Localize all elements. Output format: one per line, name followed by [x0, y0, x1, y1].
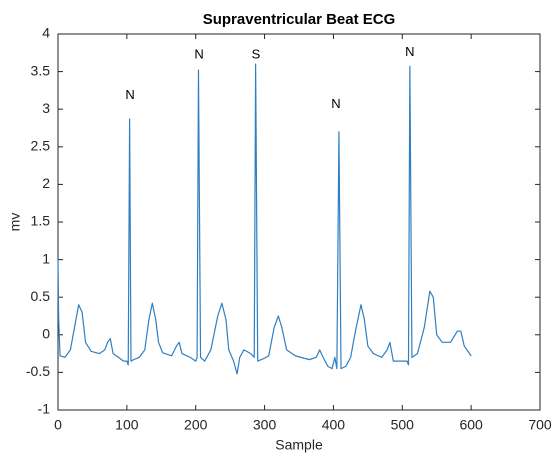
annotation: N: [194, 46, 203, 61]
y-axis-label: mv: [7, 213, 23, 232]
x-tick-label: 100: [115, 417, 139, 433]
y-tick-label: 2.5: [31, 138, 51, 154]
y-tick-label: -1: [38, 401, 51, 417]
x-tick-label: 400: [322, 417, 346, 433]
x-tick-label: 500: [391, 417, 415, 433]
x-axis-label: Sample: [275, 437, 323, 453]
y-tick-label: 1.5: [31, 213, 51, 229]
ecg-line: [57, 63, 472, 375]
y-tick-label: 3: [42, 100, 50, 116]
y-tick-label: -0.5: [26, 363, 50, 379]
x-tick-label: 300: [253, 417, 277, 433]
x-tick-label: 700: [528, 417, 552, 433]
annotation: N: [405, 44, 414, 59]
y-tick-label: 2: [42, 175, 50, 191]
y-tick-label: 0.5: [31, 288, 51, 304]
y-tick-label: 1: [42, 250, 50, 266]
x-tick-label: 0: [54, 417, 62, 433]
y-tick-label: 0: [42, 326, 50, 342]
chart-title: Supraventricular Beat ECG: [203, 11, 396, 28]
x-tick-label: 600: [459, 417, 483, 433]
annotation: N: [125, 87, 134, 102]
y-tick-label: 3.5: [31, 62, 51, 78]
x-tick-label: 200: [184, 417, 208, 433]
annotation: N: [331, 96, 340, 111]
y-tick-label: 4: [42, 25, 50, 41]
annotation: S: [252, 46, 261, 61]
